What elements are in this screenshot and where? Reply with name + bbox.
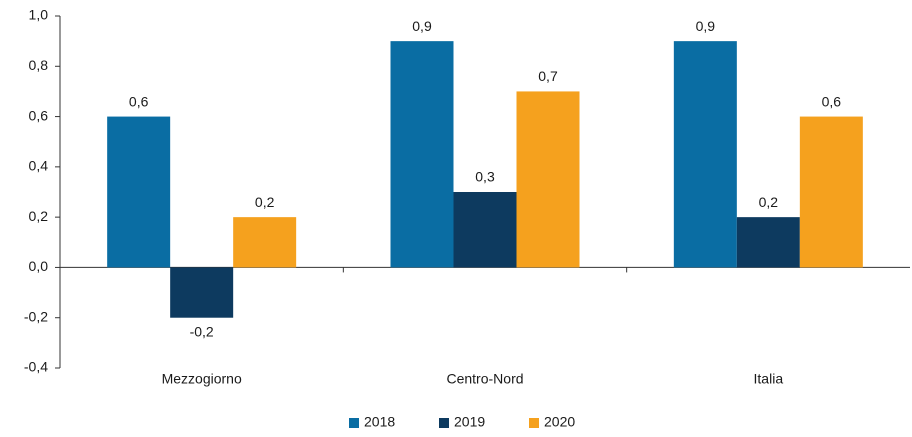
legend-label: 2020 bbox=[544, 414, 575, 430]
value-label: 0,7 bbox=[538, 68, 558, 84]
bar bbox=[516, 91, 580, 268]
value-label: 0,2 bbox=[255, 194, 275, 210]
legend-swatch bbox=[439, 418, 449, 428]
y-tick-label: 1,0 bbox=[29, 7, 49, 23]
x-tick-label: Centro-Nord bbox=[446, 371, 523, 387]
value-label: 0,2 bbox=[759, 194, 779, 210]
legend-swatch bbox=[349, 418, 359, 428]
value-label: 0,6 bbox=[822, 93, 842, 109]
value-label: 0,6 bbox=[129, 93, 149, 109]
value-label: -0,2 bbox=[190, 323, 214, 339]
bar bbox=[736, 217, 800, 268]
y-tick-label: 0,0 bbox=[29, 258, 49, 274]
legend-swatch bbox=[529, 418, 539, 428]
value-label: 0,9 bbox=[696, 18, 716, 34]
x-tick-label: Italia bbox=[754, 371, 784, 387]
x-tick-label: Mezzogiorno bbox=[162, 371, 242, 387]
bar bbox=[390, 41, 454, 268]
y-tick-label: 0,8 bbox=[29, 57, 49, 73]
y-tick-label: -0,2 bbox=[24, 308, 48, 324]
bar bbox=[233, 217, 297, 268]
bar bbox=[170, 267, 234, 318]
value-label: 0,9 bbox=[412, 18, 432, 34]
y-tick-label: 0,2 bbox=[29, 208, 49, 224]
bar bbox=[799, 116, 863, 268]
y-tick-label: 0,4 bbox=[29, 158, 49, 174]
bar bbox=[453, 192, 517, 268]
y-tick-label: -0,4 bbox=[24, 359, 48, 375]
value-label: 0,3 bbox=[475, 169, 495, 185]
bar bbox=[673, 41, 737, 268]
bar bbox=[107, 116, 171, 268]
y-tick-label: 0,6 bbox=[29, 107, 49, 123]
legend-label: 2019 bbox=[454, 414, 485, 430]
legend-label: 2018 bbox=[364, 414, 395, 430]
